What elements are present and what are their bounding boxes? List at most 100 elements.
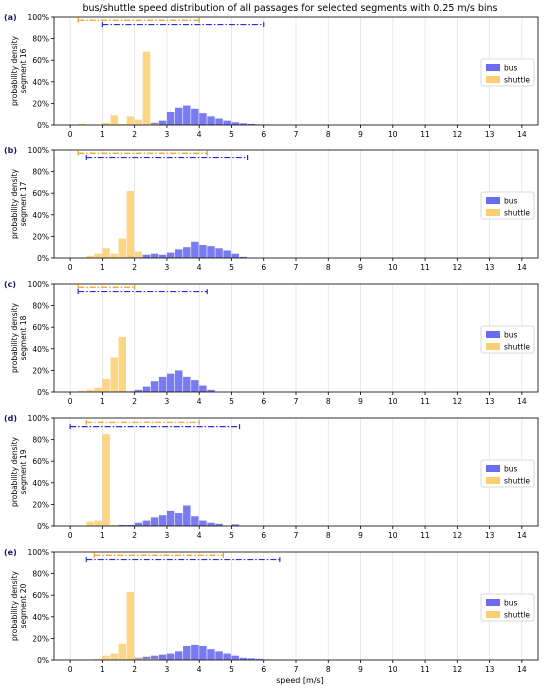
bus-bar <box>142 520 151 526</box>
x-tick-label: 8 <box>326 130 331 139</box>
x-tick-label: 3 <box>165 130 170 139</box>
bus-bar <box>183 105 191 125</box>
x-tick-label: 11 <box>420 665 430 674</box>
bus-bar <box>166 252 175 258</box>
y-axis-label-line: probability density <box>10 35 19 105</box>
bus-bar <box>255 658 264 660</box>
x-tick-label: 11 <box>420 130 430 139</box>
x-tick-label: 8 <box>326 665 331 674</box>
bus-bar <box>158 515 167 526</box>
x-tick-label: 11 <box>420 397 430 406</box>
shuttle-bar <box>110 524 118 526</box>
x-tick-label: 12 <box>453 263 463 272</box>
shuttle-bar <box>134 251 143 258</box>
shuttle-bar <box>86 255 94 258</box>
x-tick-label: 1 <box>100 397 105 406</box>
x-tick-label: 12 <box>453 531 463 540</box>
x-tick-label: 8 <box>326 397 331 406</box>
x-tick-label: 5 <box>229 531 234 540</box>
y-tick-label: 20% <box>32 500 49 509</box>
y-tick-label: 80% <box>32 168 49 177</box>
bus-bar <box>199 645 207 660</box>
y-tick-label: 0% <box>37 254 49 263</box>
y-tick-label: 80% <box>32 436 49 445</box>
legend-swatch-bus <box>486 331 500 338</box>
shuttle-bar <box>150 123 159 125</box>
x-tick-label: 3 <box>165 531 170 540</box>
x-tick-label: 6 <box>261 130 266 139</box>
bus-bar <box>183 376 191 392</box>
y-axis-label-line: segment 18 <box>19 315 28 360</box>
bus-bar <box>231 655 239 660</box>
y-axis-label-line: probability density <box>10 168 19 238</box>
legend-label-bus: bus <box>504 331 518 340</box>
panel-label: (b) <box>4 146 17 155</box>
x-tick-label: 7 <box>294 665 299 674</box>
y-tick-label: 80% <box>32 35 49 44</box>
bus-bar <box>175 107 183 125</box>
x-tick-label: 5 <box>229 665 234 674</box>
shuttle-bar <box>102 379 110 392</box>
x-tick-label: 1 <box>100 531 105 540</box>
shuttle-bar <box>126 116 135 125</box>
x-tick-label: 9 <box>358 397 363 406</box>
shuttle-bar <box>134 658 143 660</box>
legend-label-shuttle: shuttle <box>504 343 530 352</box>
legend-swatch-bus <box>486 197 500 204</box>
shuttle-bar <box>126 390 135 392</box>
y-tick-label: 20% <box>32 99 49 108</box>
bus-bar <box>207 116 215 125</box>
shuttle-bar <box>150 658 159 660</box>
legend-swatch-shuttle <box>486 477 500 484</box>
y-axis-label-line: segment 20 <box>19 583 28 628</box>
x-tick-label: 5 <box>229 263 234 272</box>
x-tick-label: 8 <box>326 263 331 272</box>
legend-swatch-bus <box>486 465 500 472</box>
x-tick-label: 9 <box>358 531 363 540</box>
bus-bar <box>191 108 199 125</box>
legend-swatch-shuttle <box>486 611 500 618</box>
bus-bar <box>166 373 175 392</box>
x-tick-label: 9 <box>358 263 363 272</box>
x-tick-label: 6 <box>261 531 266 540</box>
bus-bar <box>239 123 247 125</box>
bus-bar <box>191 241 199 258</box>
x-tick-label: 10 <box>388 665 398 674</box>
x-tick-label: 0 <box>68 130 73 139</box>
x-tick-label: 10 <box>388 531 398 540</box>
y-axis-label-line: probability density <box>10 436 19 506</box>
x-tick-label: 13 <box>485 263 495 272</box>
bus-bar <box>199 113 207 125</box>
x-tick-label: 4 <box>197 263 202 272</box>
shuttle-bar <box>102 122 110 125</box>
panel-label: (c) <box>4 280 16 289</box>
x-tick-label: 12 <box>453 397 463 406</box>
shuttle-bar <box>78 390 86 392</box>
x-tick-label: 12 <box>453 665 463 674</box>
bus-bar <box>207 649 215 660</box>
shuttle-bar <box>118 336 126 392</box>
y-tick-label: 100% <box>28 548 49 557</box>
x-tick-label: 5 <box>229 397 234 406</box>
x-tick-label: 2 <box>132 665 137 674</box>
x-tick-label: 0 <box>68 263 73 272</box>
legend-label-bus: bus <box>504 465 518 474</box>
bus-bar <box>191 516 199 526</box>
bus-bar <box>231 122 239 125</box>
y-tick-label: 0% <box>37 121 49 130</box>
bus-bar <box>142 656 151 660</box>
bus-bar <box>215 523 223 526</box>
x-tick-label: 13 <box>485 130 495 139</box>
y-tick-label: 40% <box>32 78 49 87</box>
x-tick-label: 10 <box>388 397 398 406</box>
x-tick-label: 0 <box>68 531 73 540</box>
bus-bar <box>150 655 159 660</box>
bus-bar <box>166 510 175 526</box>
bus-bar <box>199 245 207 258</box>
chart-panel: 0%20%40%60%80%100%0 1 2 3 4 5 6 7 8 9 10 11 12 13 14(c… <box>4 280 539 406</box>
shuttle-bar <box>118 643 126 660</box>
legend-label-bus: bus <box>504 599 518 608</box>
y-axis-label: probability densitysegment 18 <box>10 302 28 372</box>
bus-bar <box>247 658 256 660</box>
bus-bar <box>231 253 239 258</box>
